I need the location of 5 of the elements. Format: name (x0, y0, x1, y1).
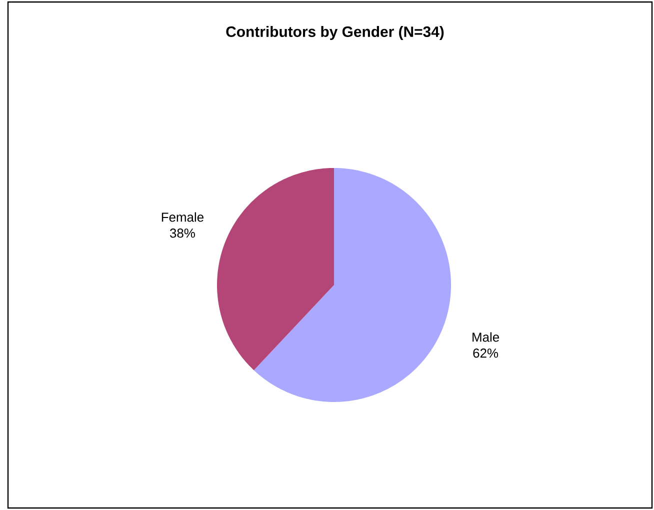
slice-label: Female (162, 212, 204, 222)
data-label: 62% (473, 348, 498, 358)
slice-label: Male (472, 332, 500, 342)
data-label: 38% (170, 228, 195, 238)
chart-title: Contributors by Gender (N=34) (226, 26, 444, 40)
